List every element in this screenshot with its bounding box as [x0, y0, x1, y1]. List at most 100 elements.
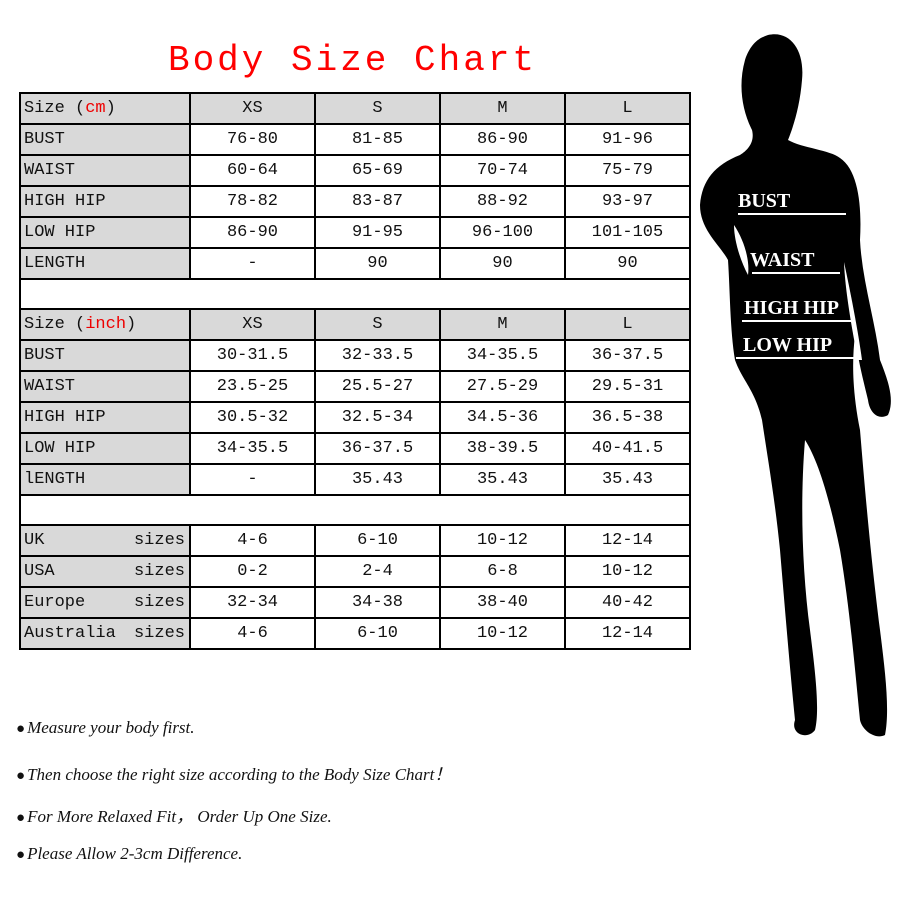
- column-header: M: [439, 92, 566, 125]
- table-cell: 35.43: [564, 463, 691, 496]
- table-cell: 78-82: [189, 185, 316, 218]
- figure-label: LOW HIP: [743, 334, 832, 356]
- table-row: WAIST 60-64 65-69 70-74 75-79: [19, 154, 691, 187]
- table-cell: 23.5-25: [189, 370, 316, 403]
- column-header: XS: [189, 308, 316, 341]
- table-cell: 40-42: [564, 586, 691, 619]
- table-cell: 25.5-27: [314, 370, 441, 403]
- table-cell: 32-34: [189, 586, 316, 619]
- table-cell: 0-2: [189, 555, 316, 588]
- bullet-icon: ●: [16, 810, 26, 826]
- table-cell: 38-40: [439, 586, 566, 619]
- row-label: Australia sizes: [19, 617, 191, 650]
- row-label: HIGH HIP: [19, 401, 191, 434]
- row-label-text: Europe: [24, 593, 86, 612]
- table-row: lENGTH -35.43 35.43 35.43: [19, 463, 691, 496]
- table-cell: 101-105: [564, 216, 691, 249]
- table-cell: -: [189, 463, 316, 496]
- table-cell: 34-38: [314, 586, 441, 619]
- table-cell: 75-79: [564, 154, 691, 187]
- column-header: L: [564, 92, 691, 125]
- table-cell: 29.5-31: [564, 370, 691, 403]
- table-cell: 65-69: [314, 154, 441, 187]
- table-header-row: Size (inch) XS S M L: [19, 308, 691, 341]
- table-cell: 12-14: [564, 617, 691, 650]
- table-cell: 86-90: [439, 123, 566, 156]
- row-label-text: lENGTH: [24, 470, 86, 489]
- row-label-text: WAIST: [24, 377, 76, 396]
- row-label-text: WAIST: [24, 161, 76, 180]
- table-row: HIGH HIP 78-82 83-87 88-92 93-97: [19, 185, 691, 218]
- row-label: LOW HIP: [19, 432, 191, 465]
- table-cell: 40-41.5: [564, 432, 691, 465]
- table-cell: 27.5-29: [439, 370, 566, 403]
- table-cell: 36-37.5: [564, 339, 691, 372]
- sizes-suffix: sizes: [133, 593, 185, 612]
- spacer-row: [19, 278, 691, 310]
- row-label: HIGH HIP: [19, 185, 191, 218]
- size-chart-table: Size (cm) XS S M L BUST 76-80 81-85 86-90 91-96 WA…: [19, 92, 691, 650]
- sizes-suffix: sizes: [133, 624, 185, 643]
- table-cell: 6-8: [439, 555, 566, 588]
- table-cell: 86-90: [189, 216, 316, 249]
- column-header: L: [564, 308, 691, 341]
- note-text: Please Allow 2-3cm Difference.: [27, 844, 243, 863]
- bullet-icon: ●: [16, 721, 26, 737]
- row-label: UK sizes: [19, 524, 191, 557]
- unit-label: inch: [85, 315, 127, 334]
- row-label: BUST: [19, 339, 191, 372]
- unit-open: (: [75, 99, 86, 118]
- table-row: LENGTH -90 90 90: [19, 247, 691, 280]
- table-cell: 12-14: [564, 524, 691, 557]
- row-label-text: LOW HIP: [24, 439, 96, 458]
- table-cell: 6-10: [314, 617, 441, 650]
- note-text: For More Relaxed Fit， Order Up One Size.: [27, 807, 332, 826]
- figure-label: WAIST: [750, 249, 815, 271]
- table-row: LOW HIP 86-90 91-95 96-100 101-105: [19, 216, 691, 249]
- table-cell: 6-10: [314, 524, 441, 557]
- column-header: S: [314, 92, 441, 125]
- row-label: BUST: [19, 123, 191, 156]
- row-label-text: UK: [24, 531, 45, 550]
- table-cell: 81-85: [314, 123, 441, 156]
- row-label-text: BUST: [24, 346, 65, 365]
- spacer-cell: [19, 494, 691, 526]
- table-cell: 10-12: [439, 524, 566, 557]
- size-label: Size: [24, 99, 65, 118]
- note-text: Then choose the right size according to …: [27, 765, 452, 784]
- table-cell: 35.43: [439, 463, 566, 496]
- unit-label: cm: [85, 99, 106, 118]
- table-row: UK sizes 4-6 6-10 10-12 12-14: [19, 524, 691, 557]
- row-label: LOW HIP: [19, 216, 191, 249]
- table-cell: 38-39.5: [439, 432, 566, 465]
- table-cell: 36.5-38: [564, 401, 691, 434]
- table-cell: 2-4: [314, 555, 441, 588]
- table-cell: 34-35.5: [189, 432, 316, 465]
- row-label-text: LENGTH: [24, 254, 86, 273]
- row-label: WAIST: [19, 154, 191, 187]
- table-cell: 93-97: [564, 185, 691, 218]
- table-row: HIGH HIP 30.5-32 32.5-34 34.5-36 36.5-38: [19, 401, 691, 434]
- table-row: USA sizes 0-2 2-4 6-8 10-12: [19, 555, 691, 588]
- arm-gap-left: [734, 225, 749, 275]
- table-cell: 30.5-32: [189, 401, 316, 434]
- column-header: XS: [189, 92, 316, 125]
- table-cell: -: [189, 247, 316, 280]
- row-label: USA sizes: [19, 555, 191, 588]
- arm-gap-right: [844, 262, 862, 360]
- silhouette-shape: [700, 34, 891, 737]
- row-label: WAIST: [19, 370, 191, 403]
- notes-list: ● Measure your body first. ● Then choose th…: [16, 718, 451, 886]
- row-label: lENGTH: [19, 463, 191, 496]
- table-cell: 96-100: [439, 216, 566, 249]
- unit-open: (: [75, 315, 86, 334]
- table-cell: 90: [439, 247, 566, 280]
- note-text: Measure your body first.: [27, 718, 195, 737]
- row-label-text: HIGH HIP: [24, 408, 106, 427]
- table-cell: 90: [314, 247, 441, 280]
- table-cell: 90: [564, 247, 691, 280]
- table-cell: 76-80: [189, 123, 316, 156]
- table-row: BUST 30-31.5 32-33.5 34-35.5 36-37.5: [19, 339, 691, 372]
- table-cell: 91-95: [314, 216, 441, 249]
- size-unit-header: Size (cm): [19, 92, 191, 125]
